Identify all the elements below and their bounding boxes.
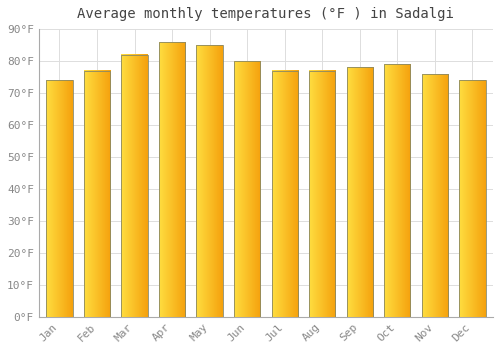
Bar bbox=[460, 80, 485, 317]
Bar bbox=[384, 64, 410, 317]
Title: Average monthly temperatures (°F ) in Sadalgi: Average monthly temperatures (°F ) in Sa… bbox=[78, 7, 454, 21]
Bar bbox=[346, 68, 373, 317]
Bar bbox=[309, 71, 336, 317]
Bar bbox=[84, 71, 110, 317]
Bar bbox=[159, 42, 185, 317]
Bar bbox=[122, 55, 148, 317]
Bar bbox=[46, 80, 72, 317]
Bar bbox=[234, 61, 260, 317]
Bar bbox=[196, 45, 223, 317]
Bar bbox=[272, 71, 298, 317]
Bar bbox=[422, 74, 448, 317]
